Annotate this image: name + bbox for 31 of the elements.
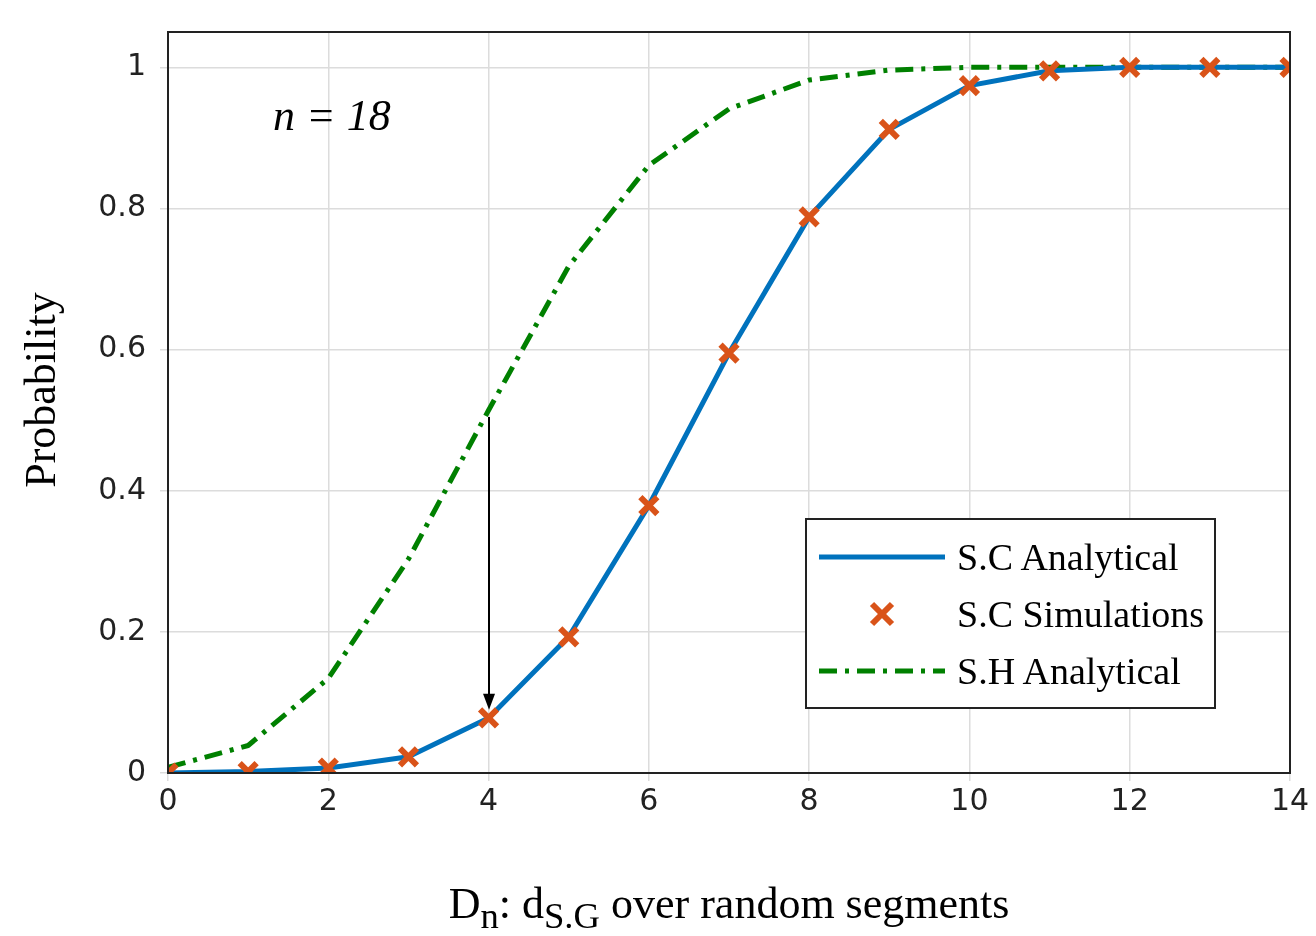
point: [1198, 55, 1222, 79]
y-tick-label: 0.2: [98, 611, 146, 647]
y-tick-label: 0.8: [98, 188, 146, 224]
annotation: n = 18: [273, 91, 391, 140]
legend-label: S.H Analytical: [957, 648, 1181, 693]
x-tick-label: 2: [318, 781, 338, 817]
legend-label: S.C Analytical: [957, 534, 1179, 579]
x-tick-label: 14: [1270, 781, 1310, 817]
y-tick-label: 0: [126, 752, 146, 788]
point: [1118, 55, 1142, 79]
y-tick-label: 0.4: [98, 470, 146, 506]
point: [1038, 59, 1062, 83]
x-tick-label: 6: [639, 781, 659, 817]
point: [637, 494, 661, 518]
point: [877, 117, 901, 141]
x-tick-label: 0: [158, 781, 178, 817]
x-tick-label: 4: [479, 781, 499, 817]
x-axis-title: D$_{n}$: d$_{S.G}$ over random segments: [447, 878, 1011, 936]
point: [717, 341, 741, 365]
point: [557, 625, 581, 649]
legend-label: S.C Simulations: [957, 591, 1205, 636]
y-tick-label: 1: [126, 47, 146, 83]
y-axis-title: Probability: [14, 292, 66, 488]
point: [957, 74, 981, 98]
point: [477, 706, 501, 730]
x-tick-label: 8: [799, 781, 819, 817]
x-tick-label: 12: [1110, 781, 1149, 817]
point: [396, 745, 420, 769]
point: [797, 205, 821, 229]
y-tick-label: 0.6: [98, 329, 146, 365]
x-tick-label: 10: [950, 781, 989, 817]
